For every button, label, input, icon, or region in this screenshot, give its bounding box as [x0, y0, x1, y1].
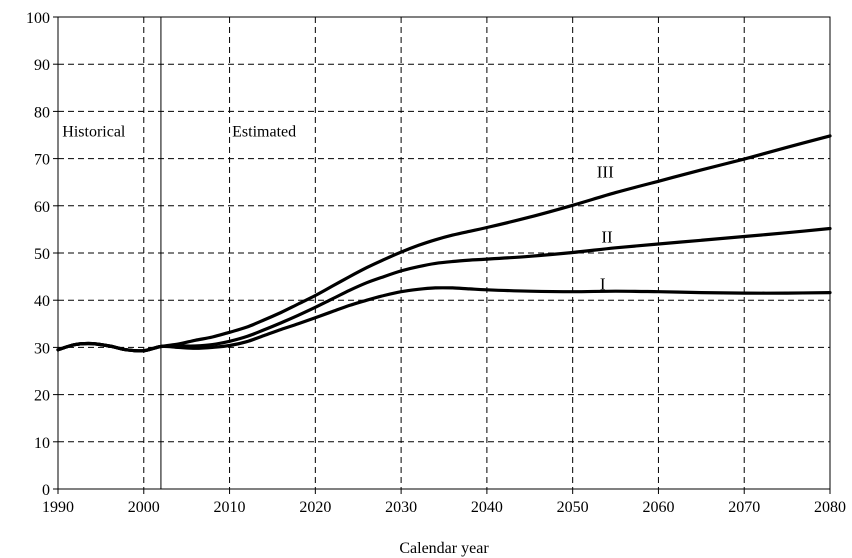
series-label-iii: III: [597, 162, 614, 181]
series-lines: [56, 134, 832, 353]
historical-annotation: Historical: [62, 123, 126, 140]
y-tick-label: 70: [34, 152, 50, 169]
x-tick-labels: 1990 2000 2010 2020 2030 2040 2050 2060 2070 2080: [42, 489, 846, 516]
y-tick-label: 90: [34, 57, 50, 74]
x-tick-label: 2040: [471, 499, 503, 516]
y-tick-label: 0: [42, 482, 50, 499]
x-tick-label: 2050: [557, 499, 589, 516]
y-tick-label: 20: [34, 388, 50, 405]
series-line-ii: [56, 226, 832, 353]
series-label-ii: II: [601, 227, 613, 246]
series-line-i: [56, 286, 832, 353]
series-line-iii: [56, 134, 832, 353]
x-tick-label: 2030: [385, 499, 417, 516]
x-tick-label: 2000: [128, 499, 160, 516]
x-axis-title: Calendar year: [399, 540, 489, 557]
x-tick-label: 2080: [814, 499, 846, 516]
y-tick-label: 40: [34, 293, 50, 310]
grid: [58, 17, 830, 489]
y-tick-label: 30: [34, 340, 50, 357]
y-tick-labels: 0 10 20 30 40 50 60 70 80 90 100: [26, 10, 58, 499]
series-label-i: I: [600, 275, 606, 294]
estimated-annotation: Estimated: [232, 123, 296, 140]
annotations: Historical Estimated: [62, 123, 296, 140]
x-tick-label: 1990: [42, 499, 74, 516]
y-tick-label: 80: [34, 104, 50, 121]
x-tick-label: 2010: [214, 499, 246, 516]
x-tick-label: 2070: [728, 499, 760, 516]
x-tick-label: 2060: [642, 499, 674, 516]
y-tick-label: 10: [34, 435, 50, 452]
y-tick-label: 60: [34, 199, 50, 216]
x-tick-label: 2020: [299, 499, 331, 516]
y-tick-label: 100: [26, 10, 50, 27]
y-tick-label: 50: [34, 246, 50, 263]
